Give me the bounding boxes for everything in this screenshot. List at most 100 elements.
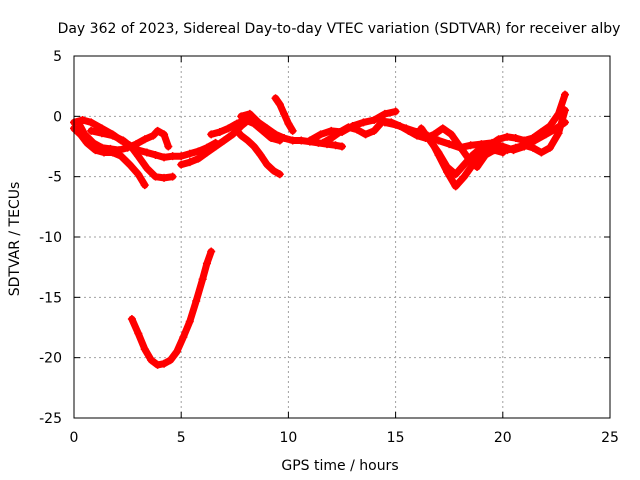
series-arc-12-point	[380, 118, 389, 127]
series-arc-15-point	[147, 356, 156, 365]
tick-layer: 0 5 10 15 20 25 5 0 -5 -10 -15 -20 -25	[39, 49, 619, 446]
series-arc-2-point	[134, 170, 143, 179]
series-arc-5-point	[211, 142, 220, 151]
series-arc-15-point	[166, 356, 175, 365]
series-arc-14-point	[485, 141, 494, 150]
y-axis-title: SDTVAR / TECUs	[7, 182, 23, 297]
series-arc-8-point	[271, 130, 280, 139]
series-arc-4-point	[97, 129, 106, 138]
series-arc-8-point	[245, 109, 254, 118]
y-tick-label: -25	[39, 411, 62, 427]
series-arc-2-line	[70, 124, 149, 189]
series-arc-12-point	[434, 136, 443, 145]
series-layer	[70, 90, 569, 369]
series-arc-11-point	[327, 134, 336, 143]
series-arc-14-point	[460, 172, 469, 181]
series-arc-7-point	[250, 142, 259, 151]
series-arc-6-point	[215, 128, 224, 137]
series-arc-12-point	[466, 141, 475, 150]
series-arc-13-point	[545, 143, 554, 152]
series-arc-4-point	[134, 152, 143, 161]
series-arc-2-point	[117, 152, 126, 161]
x-tick-label: 15	[387, 430, 405, 446]
series-arc-10-point	[370, 115, 379, 124]
series-arc-15-point	[192, 296, 201, 305]
series-arc-3-point	[149, 131, 158, 140]
series-arc-15-point	[172, 347, 181, 356]
series-arc-14-point	[545, 121, 554, 130]
series-arc-13-point	[460, 160, 469, 169]
series-arc-15-point	[153, 360, 162, 369]
series-arc-1-point	[177, 152, 186, 161]
y-tick-label: 0	[53, 109, 62, 125]
series-arc-7-point	[262, 160, 271, 169]
series-arc-1-point	[160, 153, 169, 162]
series-arc-14-point	[537, 128, 546, 137]
series-arc-13-point	[451, 170, 460, 179]
series-arc-5-point	[194, 154, 203, 163]
series-arc-10-point	[305, 136, 314, 145]
y-tick-label: -15	[39, 290, 62, 306]
series-arc-1-point	[185, 149, 194, 158]
series-arc-15-point	[185, 317, 194, 326]
series-arc-10-point	[380, 109, 389, 118]
series-arc-3-point	[164, 142, 173, 151]
x-tick-label: 0	[70, 430, 79, 446]
series-arc-11-point	[353, 125, 362, 134]
series-arc-15-line	[128, 248, 215, 369]
series-arc-7-point	[243, 136, 252, 145]
series-arc-11-point	[447, 130, 456, 139]
series-arc-11-point	[335, 128, 344, 137]
series-arc-3-point	[89, 138, 98, 147]
series-arc-8-point	[254, 118, 263, 127]
series-arc-5-point	[228, 130, 237, 139]
series-arc-1-point	[168, 152, 177, 161]
series-arc-7-point	[237, 131, 246, 140]
series-arc-3-point	[97, 143, 106, 152]
series-arc-3-point	[132, 140, 141, 149]
series-arc-4-line	[87, 127, 177, 182]
series-arc-13-point	[528, 143, 537, 152]
series-arc-9-point	[275, 100, 284, 109]
series-arc-10-point	[316, 130, 325, 139]
series-arc-1-point	[142, 148, 151, 157]
series-arc-15-point	[198, 275, 207, 284]
series-arc-15-point	[202, 259, 211, 268]
series-arc-6-point	[207, 130, 216, 139]
series-arc-13-point	[494, 143, 503, 152]
series-arc-3-point	[160, 130, 169, 139]
series-arc-3-point	[80, 130, 89, 139]
series-arc-7-point	[275, 170, 284, 179]
series-arc-15-point	[179, 333, 188, 342]
x-tick-label: 25	[601, 430, 619, 446]
series-arc-3-point	[115, 146, 124, 155]
series-arc-12-point	[402, 124, 411, 133]
series-arc-14-point	[425, 134, 434, 143]
series-arc-15-point	[140, 345, 149, 354]
series-arc-1-point	[87, 118, 96, 127]
x-tick-label: 10	[279, 430, 297, 446]
series-arc-3-point	[106, 144, 115, 153]
series-arc-4-point	[127, 143, 136, 152]
series-arc-15-point	[207, 247, 216, 256]
series-arc-4-point	[142, 164, 151, 173]
series-arc-8-point	[331, 141, 340, 150]
series-arc-14-point	[468, 160, 477, 169]
series-arc-2-point	[125, 160, 134, 169]
series-arc-3-point	[140, 135, 149, 144]
series-arc-14-point	[560, 90, 569, 99]
series-arc-11-point	[361, 130, 370, 139]
series-arc-5-point	[202, 148, 211, 157]
series-arc-5-point	[177, 160, 186, 169]
series-arc-8-point	[288, 136, 297, 145]
series-arc-14-point	[511, 134, 520, 143]
y-tick-label: -20	[39, 351, 62, 367]
series-arc-14-point	[443, 167, 452, 176]
series-arc-14-point	[477, 150, 486, 159]
series-arc-11-point	[318, 138, 327, 147]
series-arc-13-point	[554, 129, 563, 138]
series-arc-7-point	[230, 124, 239, 133]
y-tick-label: 5	[53, 49, 62, 65]
series-arc-13-point	[537, 148, 546, 157]
series-arc-12-point	[445, 140, 454, 149]
